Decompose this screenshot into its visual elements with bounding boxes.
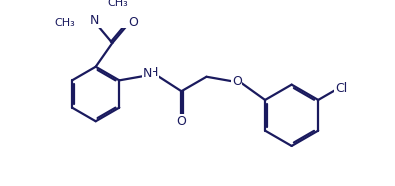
Text: Cl: Cl (335, 81, 347, 94)
Text: H: H (149, 66, 158, 79)
Text: CH₃: CH₃ (54, 18, 75, 28)
Text: O: O (177, 115, 186, 128)
Text: N: N (90, 14, 99, 27)
Text: N: N (143, 67, 152, 80)
Text: O: O (232, 75, 242, 88)
Text: O: O (129, 16, 139, 29)
Text: CH₃: CH₃ (108, 0, 128, 8)
